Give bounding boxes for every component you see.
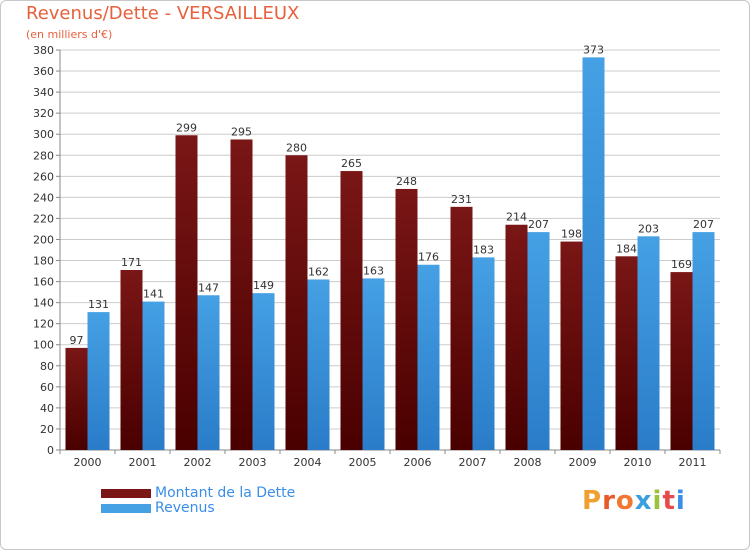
data-label-dette-2005: 265 xyxy=(341,157,362,170)
data-label-dette-2007: 231 xyxy=(451,193,472,206)
x-tick-label-2007: 2007 xyxy=(459,456,487,469)
chart-title: Revenus/Dette - VERSAILLEUX xyxy=(26,3,300,24)
x-tick-label-2004: 2004 xyxy=(294,456,322,469)
y-tick-label: 360 xyxy=(33,65,54,78)
x-tick-label-2005: 2005 xyxy=(349,456,377,469)
y-tick-label: 0 xyxy=(47,444,54,457)
bar-revenus-2007 xyxy=(472,257,495,450)
data-label-revenus-2000: 131 xyxy=(88,298,109,311)
x-tick-label-2006: 2006 xyxy=(404,456,432,469)
data-label-revenus-2003: 149 xyxy=(253,279,274,292)
y-tick-label: 120 xyxy=(33,318,54,331)
y-tick-label: 280 xyxy=(33,149,54,162)
data-label-revenus-2004: 162 xyxy=(308,265,329,278)
chart-subtitle: (en milliers d'€) xyxy=(26,28,113,41)
x-tick-label-2009: 2009 xyxy=(569,456,597,469)
y-tick-label: 300 xyxy=(33,128,54,141)
data-label-revenus-2002: 147 xyxy=(198,281,219,294)
x-tick-label-2011: 2011 xyxy=(679,456,707,469)
bar-dette-2007 xyxy=(450,206,473,450)
bar-dette-2009 xyxy=(560,241,583,450)
data-label-revenus-2009: 373 xyxy=(583,43,604,56)
y-tick-label: 220 xyxy=(33,212,54,225)
proxiti-logo: Proxiti xyxy=(582,486,686,516)
data-label-revenus-2001: 141 xyxy=(143,288,164,301)
bar-dette-2006 xyxy=(395,188,418,450)
x-tick-label-2001: 2001 xyxy=(129,456,157,469)
bar-dette-2011 xyxy=(670,272,693,450)
legend-label-dette: Montant de la Dette xyxy=(155,485,296,501)
bar-revenus-2004 xyxy=(307,279,330,450)
bar-dette-2001 xyxy=(120,270,143,450)
bar-dette-2005 xyxy=(340,171,363,451)
bar-dette-2003 xyxy=(230,139,253,450)
data-label-dette-2000: 97 xyxy=(70,334,84,347)
y-tick-label: 60 xyxy=(40,381,54,394)
y-tick-label: 80 xyxy=(40,360,54,373)
bar-revenus-2006 xyxy=(417,264,440,450)
data-label-dette-2002: 299 xyxy=(176,121,197,134)
bar-dette-2010 xyxy=(615,256,638,450)
data-label-revenus-2007: 183 xyxy=(473,243,494,256)
x-tick-label-2002: 2002 xyxy=(184,456,212,469)
bar-revenus-2008 xyxy=(527,232,550,450)
data-label-dette-2008: 214 xyxy=(506,211,527,224)
legend-label-revenus: Revenus xyxy=(155,500,215,516)
bar-revenus-2005 xyxy=(362,278,385,450)
bar-revenus-2003 xyxy=(252,293,275,450)
y-tick-label: 140 xyxy=(33,297,54,310)
bar-revenus-2009 xyxy=(582,57,605,451)
data-label-dette-2011: 169 xyxy=(671,258,692,271)
x-tick-label-2008: 2008 xyxy=(514,456,542,469)
bar-dette-2004 xyxy=(285,155,308,450)
data-label-revenus-2005: 163 xyxy=(363,264,384,277)
data-label-dette-2003: 295 xyxy=(231,125,252,138)
y-tick-label: 340 xyxy=(33,86,54,99)
legend-swatch-revenus xyxy=(101,504,151,513)
bar-dette-2002 xyxy=(175,135,198,450)
bar-revenus-2002 xyxy=(197,295,220,450)
bar-dette-2000 xyxy=(65,347,88,450)
data-label-dette-2006: 248 xyxy=(396,175,417,188)
y-tick-label: 160 xyxy=(33,276,54,289)
y-tick-label: 20 xyxy=(40,423,54,436)
bar-revenus-2000 xyxy=(87,312,110,450)
data-label-revenus-2008: 207 xyxy=(528,218,549,231)
bar-dette-2008 xyxy=(505,224,528,450)
y-tick-label: 180 xyxy=(33,255,54,268)
data-label-revenus-2006: 176 xyxy=(418,251,439,264)
y-tick-label: 320 xyxy=(33,107,54,120)
data-label-dette-2004: 280 xyxy=(286,141,307,154)
bar-revenus-2010 xyxy=(637,236,660,450)
bar-revenus-2001 xyxy=(142,301,165,450)
x-tick-label-2000: 2000 xyxy=(74,456,102,469)
y-tick-label: 100 xyxy=(33,339,54,352)
x-tick-label-2003: 2003 xyxy=(239,456,267,469)
bar-revenus-2011 xyxy=(692,232,715,450)
legend-swatch-dette xyxy=(101,489,151,498)
y-tick-label: 380 xyxy=(33,44,54,57)
y-tick-label: 200 xyxy=(33,233,54,246)
y-tick-label: 40 xyxy=(40,402,54,415)
x-tick-label-2010: 2010 xyxy=(624,456,652,469)
data-label-revenus-2011: 207 xyxy=(693,218,714,231)
data-label-revenus-2010: 203 xyxy=(638,222,659,235)
data-label-dette-2009: 198 xyxy=(561,228,582,241)
y-tick-label: 240 xyxy=(33,191,54,204)
y-tick-label: 260 xyxy=(33,170,54,183)
data-label-dette-2010: 184 xyxy=(616,242,637,255)
data-label-dette-2001: 171 xyxy=(121,256,142,269)
